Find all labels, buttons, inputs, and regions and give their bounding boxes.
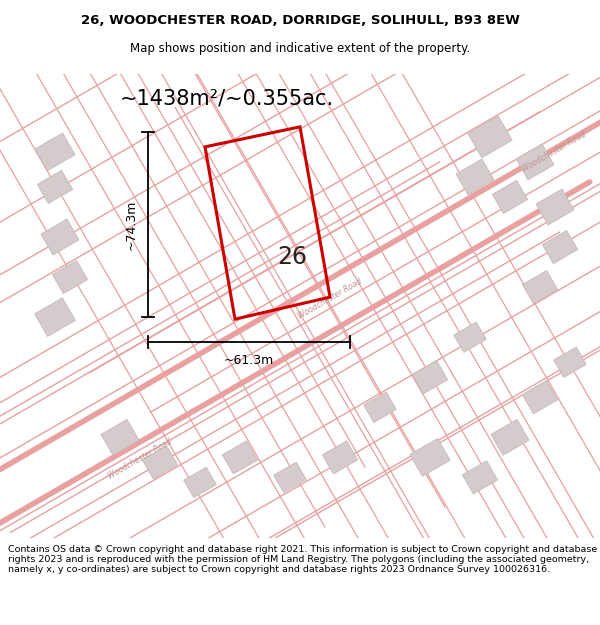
Bar xyxy=(101,419,139,455)
Bar xyxy=(35,298,76,336)
Bar xyxy=(516,144,554,180)
Bar xyxy=(274,462,306,492)
Bar xyxy=(41,219,79,255)
Bar xyxy=(412,361,448,394)
Text: ~61.3m: ~61.3m xyxy=(224,354,274,367)
Bar xyxy=(456,159,494,195)
Text: 26, WOODCHESTER ROAD, DORRIDGE, SOLIHULL, B93 8EW: 26, WOODCHESTER ROAD, DORRIDGE, SOLIHULL… xyxy=(80,14,520,27)
Bar xyxy=(35,133,75,171)
Bar xyxy=(410,439,450,476)
Bar xyxy=(37,171,73,204)
Bar xyxy=(184,468,216,498)
Bar xyxy=(142,446,178,479)
Text: Woodchester Road: Woodchester Road xyxy=(520,130,587,174)
Bar xyxy=(223,441,257,474)
Bar xyxy=(536,189,574,225)
Bar xyxy=(322,441,358,474)
Bar xyxy=(523,381,557,414)
Text: ~74.3m: ~74.3m xyxy=(125,199,138,249)
Text: Map shows position and indicative extent of the property.: Map shows position and indicative extent… xyxy=(130,42,470,55)
Bar xyxy=(523,271,557,304)
Text: Woodchester Road: Woodchester Road xyxy=(107,438,173,481)
Text: Contains OS data © Crown copyright and database right 2021. This information is : Contains OS data © Crown copyright and d… xyxy=(8,544,597,574)
Bar xyxy=(554,347,586,378)
Bar xyxy=(364,392,396,422)
Bar xyxy=(463,461,497,494)
Text: ~1438m²/~0.355ac.: ~1438m²/~0.355ac. xyxy=(120,89,334,109)
Text: 26: 26 xyxy=(277,245,307,269)
Bar xyxy=(491,419,529,455)
Bar xyxy=(454,322,486,352)
Bar xyxy=(542,231,578,264)
Text: Woodchester Road: Woodchester Road xyxy=(296,277,364,321)
Bar xyxy=(493,181,527,214)
Bar xyxy=(468,116,512,158)
Bar xyxy=(52,261,88,294)
